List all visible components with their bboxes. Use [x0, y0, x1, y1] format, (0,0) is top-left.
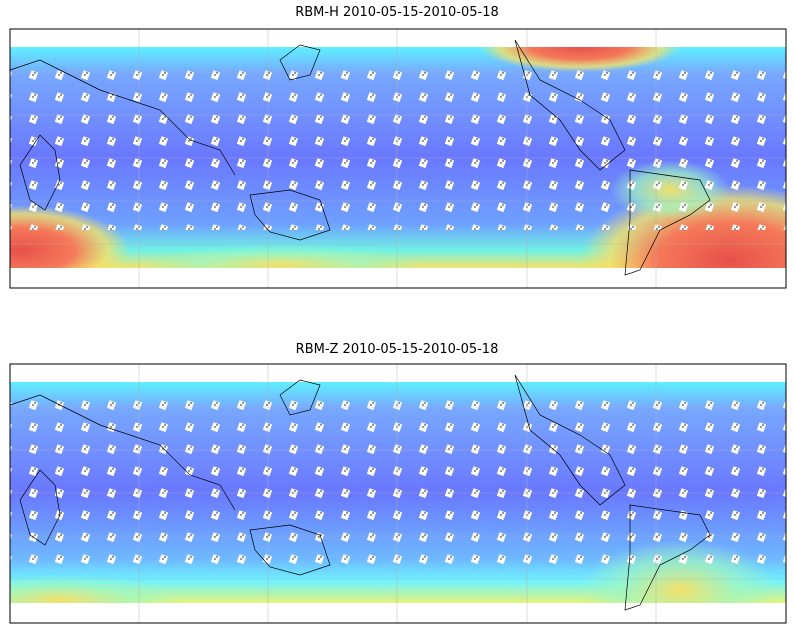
map-panel: RBM-H 2010-05-15-2010-05-18 [9, 5, 787, 289]
map-frame [9, 363, 787, 624]
map-title: RBM-H 2010-05-15-2010-05-18 [295, 5, 499, 20]
graticule [10, 29, 786, 288]
heatmap [10, 382, 786, 603]
graticule [10, 364, 786, 623]
heatmap [10, 47, 786, 268]
map-title: RBM-Z 2010-05-15-2010-05-18 [296, 342, 499, 357]
map-panel: RBM-Z 2010-05-15-2010-05-18 [9, 342, 787, 624]
coastlines [9, 374, 711, 611]
coastlines [9, 39, 711, 276]
map-frame [9, 28, 787, 289]
